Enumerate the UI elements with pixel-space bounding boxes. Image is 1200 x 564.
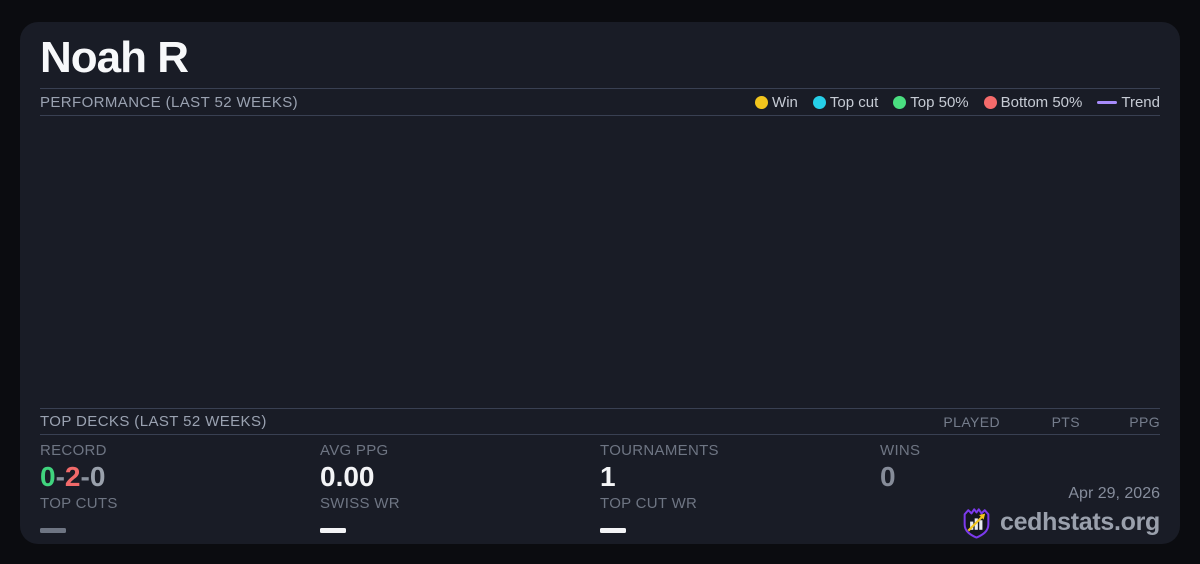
performance-section-title: PERFORMANCE (LAST 52 WEEKS) bbox=[40, 93, 299, 111]
stat-avg-ppg-label: AVG PPG bbox=[320, 442, 389, 459]
player-stats-card: Noah R PERFORMANCE (LAST 52 WEEKS) Win T… bbox=[20, 22, 1180, 544]
stat-wins-label: WINS bbox=[880, 442, 921, 459]
stat-swiss-wr-value-dash bbox=[320, 528, 346, 533]
legend-label-top-50: Top 50% bbox=[910, 93, 969, 111]
stats-summary: RECORD 0-2-0 AVG PPG 0.00 TOURNAMENTS 1 … bbox=[40, 435, 1160, 548]
legend-item-top-50: Top 50% bbox=[893, 93, 969, 111]
card-footer: Apr 29, 2026 cedhstats.org bbox=[961, 485, 1160, 539]
legend-item-top-cut: Top cut bbox=[812, 93, 879, 111]
bottom-50-dot-icon bbox=[983, 95, 997, 109]
bar-3 bbox=[979, 520, 983, 530]
stat-record: RECORD 0-2-0 bbox=[40, 442, 320, 495]
column-header-ppg: PPG bbox=[1129, 413, 1160, 430]
record-separator: - bbox=[80, 461, 90, 492]
record-wins: 0 bbox=[40, 461, 56, 492]
stat-record-value: 0-2-0 bbox=[40, 461, 320, 493]
stat-wins: WINS 0 bbox=[880, 442, 1160, 495]
top-50-dot-icon bbox=[893, 95, 907, 109]
top-cut-dot-icon bbox=[812, 95, 826, 109]
stat-swiss-wr-label: SWISS WR bbox=[320, 495, 400, 512]
column-header-played: PLAYED bbox=[943, 413, 1000, 430]
stat-tournaments: TOURNAMENTS 1 bbox=[600, 442, 880, 495]
performance-header: PERFORMANCE (LAST 52 WEEKS) Win Top cut … bbox=[40, 88, 1160, 116]
bar-1 bbox=[970, 521, 974, 530]
top-decks-section-title: TOP DECKS (LAST 52 WEEKS) bbox=[40, 413, 267, 430]
stat-wins-value: 0 bbox=[880, 461, 896, 492]
arrow-line bbox=[967, 514, 985, 532]
arrow-head bbox=[979, 513, 986, 520]
stat-top-cut-wr-value-dash bbox=[600, 528, 626, 533]
stat-top-cuts-value-dash bbox=[40, 528, 66, 533]
column-header-pts: PTS bbox=[1051, 413, 1080, 430]
legend-label-bottom-50: Bottom 50% bbox=[1000, 93, 1083, 111]
stat-record-label: RECORD bbox=[40, 442, 107, 459]
record-separator: - bbox=[55, 461, 65, 492]
trend-line-icon bbox=[1097, 100, 1118, 104]
legend-item-win: Win bbox=[755, 94, 798, 111]
stat-tournaments-label: TOURNAMENTS bbox=[600, 442, 719, 459]
win-dot-icon bbox=[755, 95, 769, 109]
performance-legend: Win Top cut Top 50% Bottom 50% Trend bbox=[755, 94, 1160, 111]
legend-label-win: Win bbox=[772, 93, 798, 111]
card-date: Apr 29, 2026 bbox=[1068, 485, 1160, 502]
legend-item-trend: Trend bbox=[1097, 94, 1160, 111]
stat-top-cuts-label: TOP CUTS bbox=[40, 495, 118, 512]
top-decks-column-headers: PLAYED PTS PPG bbox=[920, 414, 1160, 430]
stat-top-cut-wr-label: TOP CUT WR bbox=[600, 495, 698, 512]
stat-top-cuts: TOP CUTS bbox=[40, 495, 320, 548]
record-draws: 0 bbox=[89, 461, 106, 492]
performance-chart-area bbox=[40, 116, 1160, 408]
cedhstats-shield-logo-icon bbox=[963, 508, 990, 539]
stat-avg-ppg: AVG PPG 0.00 bbox=[320, 442, 600, 495]
stat-swiss-wr: SWISS WR bbox=[320, 495, 600, 548]
brand-name: cedhstats.org bbox=[999, 508, 1160, 536]
stat-tournaments-value: 1 bbox=[600, 461, 616, 492]
stat-top-cut-wr: TOP CUT WR bbox=[600, 495, 880, 548]
legend-label-top-cut: Top cut bbox=[829, 93, 879, 111]
brand-row: cedhstats.org bbox=[961, 506, 1160, 539]
legend-item-bottom-50: Bottom 50% bbox=[983, 93, 1083, 111]
top-decks-header: TOP DECKS (LAST 52 WEEKS) PLAYED PTS PPG bbox=[40, 408, 1160, 435]
player-name: Noah R bbox=[40, 33, 189, 82]
record-losses: 2 bbox=[64, 461, 81, 492]
stat-avg-ppg-value: 0.00 bbox=[320, 461, 375, 492]
legend-label-trend: Trend bbox=[1121, 93, 1160, 111]
